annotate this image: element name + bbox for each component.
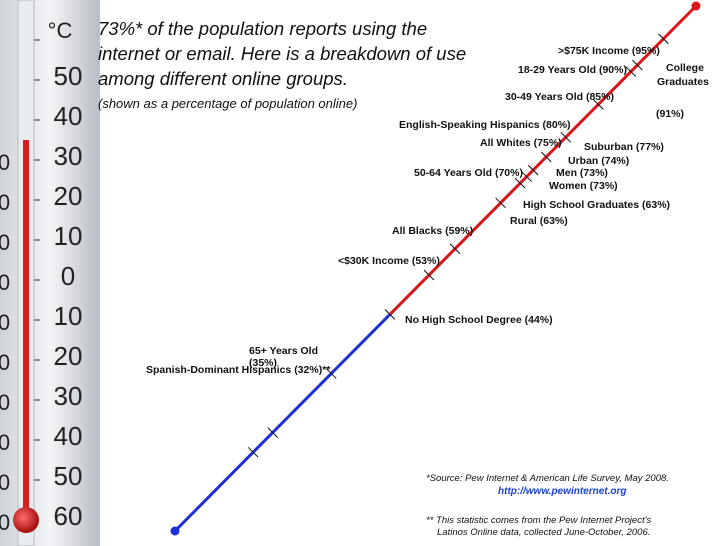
thermometer-scale-label: 30 (54, 141, 83, 171)
thermometer-scale-label: 40 (54, 101, 83, 131)
data-label: Spanish-Dominant Hispanics (32%)** (146, 364, 331, 376)
data-label: All Blacks (59%) (392, 225, 474, 237)
thermometer-scale-label: 20 (54, 341, 83, 371)
thermometer-left-label: 0 (0, 350, 10, 375)
footnote-line-1: ** This statistic comes from the Pew Int… (426, 515, 652, 526)
thermometer-scale-label: 10 (54, 221, 83, 251)
line-end-dot (691, 1, 701, 11)
data-point-tick (384, 309, 396, 320)
thermometer-left-label: 0 (0, 510, 10, 535)
data-point-tick (449, 243, 461, 255)
data-point-tick (521, 171, 532, 182)
series-line-upper (388, 4, 698, 316)
data-label: Women (73%) (549, 180, 618, 192)
data-label: English-Speaking Hispanics (80%) (399, 119, 571, 131)
data-label: No High School Degree (44%) (405, 314, 553, 326)
thermometer-graphic: °C 50 40 30 20 10 0 10 20 30 40 50 60 0 … (0, 0, 100, 546)
data-point-tick (514, 177, 526, 189)
thermometer-left-label: 0 (0, 230, 10, 255)
chart-title: 73%* of the population reports using the… (98, 18, 467, 89)
source-link[interactable]: http://www.pewinternet.org (498, 486, 627, 497)
data-label: High School Graduates (63%) (523, 199, 671, 211)
thermometer-scale-label: 30 (54, 381, 83, 411)
data-label: (35%) (249, 357, 278, 369)
data-label: All Whites (75%) (480, 137, 562, 149)
data-point-tick (527, 164, 539, 176)
data-label: Urban (74%) (568, 155, 630, 167)
thermometer-unit: °C (48, 18, 73, 43)
thermometer-left-label: 0 (0, 470, 10, 495)
thermometer-scale-label: 40 (54, 421, 83, 451)
data-point-tick (625, 66, 637, 77)
thermometer-left-label: 0 (0, 270, 10, 295)
data-point-tick (495, 197, 506, 209)
data-label: >$75K Income (95%) (558, 45, 660, 57)
thermometer-left-label: 0 (0, 430, 10, 455)
data-point-tick (658, 33, 669, 45)
data-label: College (666, 62, 704, 74)
data-point-tick (540, 151, 552, 163)
data-label: Graduates (657, 76, 709, 88)
data-label: Rural (63%) (510, 215, 568, 227)
thermometer-left-label: 0 (0, 390, 10, 415)
thermometer-scale-label: 10 (54, 301, 83, 331)
data-point-tick (267, 427, 279, 438)
thermometer-left-label: 0 (0, 310, 10, 335)
thermometer-scale-label: 50 (54, 61, 83, 91)
data-point-tick (423, 269, 435, 281)
series-line-lower (173, 313, 391, 533)
data-label: 18-29 Years Old (90%) (518, 64, 627, 76)
thermometer-scale-label: 50 (54, 461, 83, 491)
data-label: Men (73%) (556, 167, 608, 179)
data-point-tick (247, 446, 259, 458)
chart-subtitle: (shown as a percentage of population onl… (98, 96, 358, 111)
data-point-tick (592, 99, 604, 110)
data-label: (91%) (656, 108, 685, 120)
data-label: 65+ Years Old (249, 345, 318, 357)
thermometer-left-label: 0 (0, 150, 10, 175)
footnote-line-2: Latinos Online data, collected June-Octo… (437, 527, 651, 538)
data-point-tick (560, 131, 572, 143)
data-point-tick (632, 59, 643, 71)
source-note: *Source: Pew Internet & American Life Su… (426, 473, 669, 484)
thermometer-scale-label: 20 (54, 181, 83, 211)
data-label: 50-64 Years Old (70%) (414, 167, 523, 179)
data-label: Suburban (77%) (584, 141, 664, 153)
thermometer-left-label: 0 (0, 190, 10, 215)
data-label: <$30K Income (53%) (338, 255, 440, 267)
data-point-tick (325, 368, 337, 379)
line-start-dot (170, 526, 180, 536)
data-label: 30-49 Years Old (85%) (505, 91, 614, 103)
thermometer-scale-label: 0 (61, 261, 75, 291)
thermometer-scale-label: 60 (54, 501, 83, 531)
